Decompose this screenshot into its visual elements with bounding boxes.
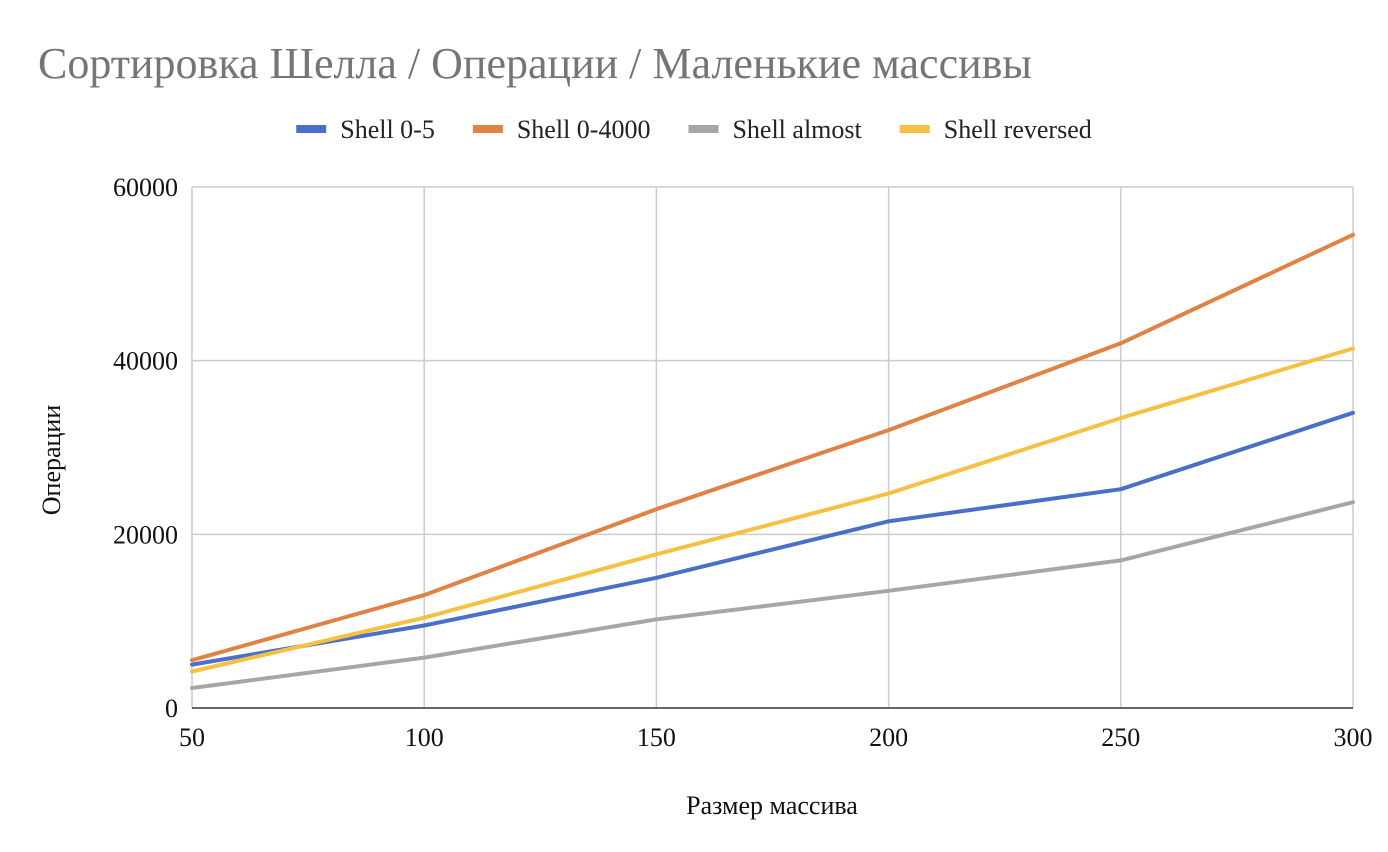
legend-label: Shell almost bbox=[732, 115, 862, 144]
legend: Shell 0-5 Shell 0-4000 Shell almost Shell r… bbox=[296, 115, 1092, 144]
y-tick-label: 60000 bbox=[113, 173, 178, 202]
x-tick-label: 200 bbox=[869, 723, 908, 752]
x-tick-label: 100 bbox=[405, 723, 444, 752]
x-tick-label: 50 bbox=[179, 723, 205, 752]
y-tick-label: 0 bbox=[165, 694, 178, 723]
legend-item-1: Shell 0-4000 bbox=[472, 115, 651, 144]
legend-item-2: Shell almost bbox=[688, 115, 863, 144]
y-axis-label: Операции bbox=[37, 405, 66, 516]
y-tick-label: 20000 bbox=[113, 520, 178, 549]
series-line-1 bbox=[190, 232, 1355, 663]
legend-item-0: Shell 0-5 bbox=[296, 115, 435, 144]
series-line-3 bbox=[190, 346, 1355, 674]
y-tick-label: 40000 bbox=[113, 347, 178, 376]
x-tick-label: 250 bbox=[1101, 723, 1140, 752]
y-axis-ticks: 0 20000 40000 60000 bbox=[113, 173, 178, 723]
legend-swatch bbox=[688, 125, 719, 133]
legend-swatch bbox=[899, 125, 930, 133]
legend-label: Shell 0-4000 bbox=[517, 115, 651, 144]
grid bbox=[191, 186, 1354, 709]
x-axis-label: Размер массива bbox=[686, 791, 858, 820]
x-axis-ticks: 50 100 150 200 250 300 bbox=[179, 723, 1373, 752]
legend-swatch bbox=[296, 125, 327, 133]
legend-label: Shell reversed bbox=[944, 115, 1092, 144]
series-line-0 bbox=[190, 410, 1355, 667]
series-line-2 bbox=[190, 500, 1355, 690]
chart-title: Сортировка Шелла / Операции / Маленькие … bbox=[38, 39, 1032, 88]
x-tick-label: 300 bbox=[1334, 723, 1373, 752]
legend-label: Shell 0-5 bbox=[340, 115, 435, 144]
x-tick-label: 150 bbox=[637, 723, 676, 752]
legend-swatch bbox=[472, 125, 503, 133]
series-group bbox=[190, 232, 1355, 690]
legend-item-3: Shell reversed bbox=[899, 115, 1092, 144]
